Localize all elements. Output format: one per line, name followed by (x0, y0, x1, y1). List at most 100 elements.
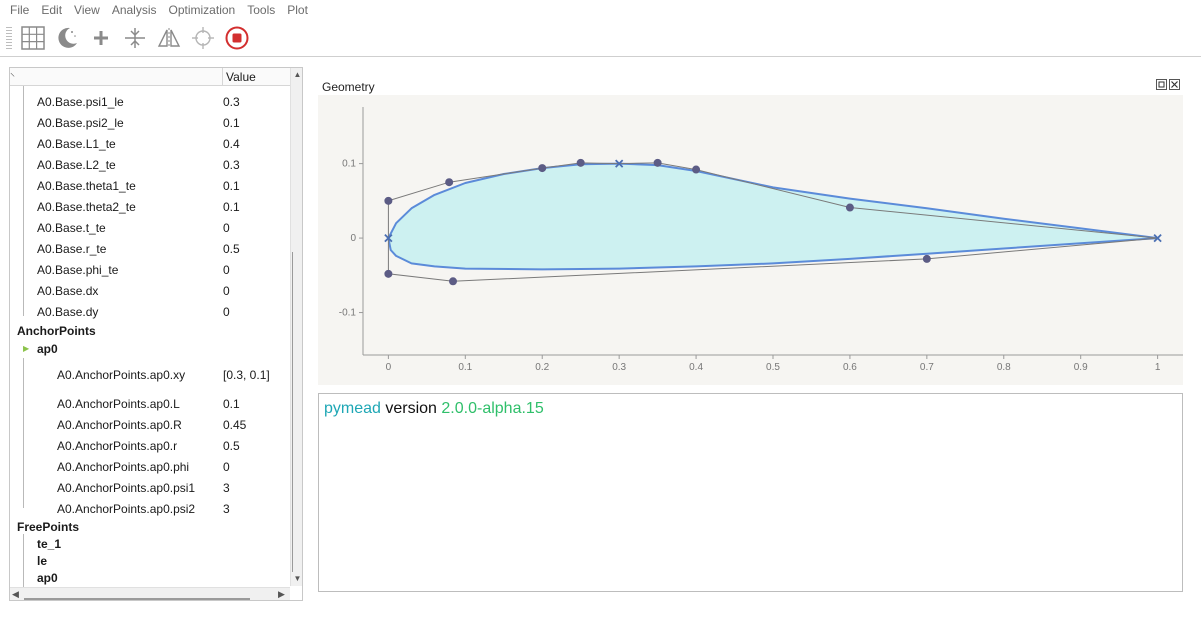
tree-param-row[interactable]: A0.AnchorPoints.ap0.R 0.45 (10, 415, 290, 435)
float-icon (1158, 81, 1165, 88)
scroll-left-icon[interactable]: ◀ (12, 589, 19, 599)
param-value[interactable]: 0.1 (223, 397, 240, 411)
param-value[interactable]: 0 (223, 305, 230, 319)
dark-mode-button[interactable] (54, 25, 80, 51)
control-point[interactable] (692, 165, 701, 174)
param-name: A0.AnchorPoints.ap0.psi2 (57, 502, 196, 516)
control-point[interactable] (576, 158, 585, 167)
tree-param-row[interactable]: A0.AnchorPoints.ap0.phi 0 (10, 457, 290, 477)
console-output[interactable]: pymead version 2.0.0-alpha.15 (318, 393, 1183, 592)
param-value[interactable]: 0 (223, 284, 230, 298)
tree-param-row[interactable]: A0.Base.theta1_te 0.1 (10, 176, 290, 196)
param-value[interactable]: 0.1 (223, 200, 240, 214)
menu-analysis[interactable]: Analysis (111, 3, 157, 17)
param-value[interactable]: 0.1 (223, 179, 240, 193)
anchor-point[interactable] (615, 159, 624, 168)
scroll-up-icon[interactable]: ▲ (293, 70, 302, 79)
menu-optimization[interactable]: Optimization (168, 3, 236, 17)
control-point[interactable] (653, 158, 662, 167)
control-point[interactable] (845, 203, 854, 212)
param-value[interactable]: [0.3, 0.1] (223, 368, 270, 382)
tree-param-row[interactable]: A0.Base.dx 0 (10, 281, 290, 301)
expand-arrow-icon[interactable]: ▶ (23, 344, 30, 353)
tree-param-row[interactable]: A0.Base.t_te 0 (10, 218, 290, 238)
param-value[interactable]: 0.4 (223, 137, 240, 151)
control-point[interactable] (449, 277, 457, 286)
param-value[interactable]: 0.3 (223, 158, 240, 172)
header-value[interactable]: Value (226, 70, 256, 84)
item-label: ap0 (37, 571, 58, 585)
tree-param-row[interactable]: A0.Base.psi1_le 0.3 (10, 92, 290, 112)
geometry-plot[interactable]: 0 0.1 0.2 0.3 0.4 0.5 0.6 0.7 0.8 0.9 1 0.1 0 -0.1 (318, 95, 1183, 385)
param-value[interactable]: 3 (223, 481, 230, 495)
control-point[interactable] (922, 254, 931, 263)
tree-param-row[interactable]: A0.Base.L2_te 0.3 (10, 155, 290, 175)
control-point[interactable] (384, 269, 393, 278)
close-dock-button[interactable] (1169, 79, 1180, 90)
tree-param-row[interactable]: A0.Base.L1_te 0.4 (10, 134, 290, 154)
column-separator[interactable] (222, 68, 223, 86)
airfoil-fill (388, 163, 1158, 270)
menu-edit[interactable]: Edit (41, 3, 63, 17)
add-icon (94, 31, 108, 45)
menu-file[interactable]: File (10, 3, 30, 17)
param-value[interactable]: 0.5 (223, 242, 240, 256)
stop-button[interactable] (224, 25, 250, 51)
scroll-thumb[interactable] (292, 252, 301, 572)
tree-param-row[interactable]: A0.Base.dy 0 (10, 302, 290, 322)
param-value[interactable]: 0.5 (223, 439, 240, 453)
tree-param-row[interactable]: A0.Base.phi_te 0 (10, 260, 290, 280)
tree-param-row[interactable]: A0.Base.theta2_te 0.1 (10, 197, 290, 217)
tree-param-row[interactable]: A0.AnchorPoints.ap0.r 0.5 (10, 436, 290, 456)
tree-param-row[interactable]: A0.AnchorPoints.ap0.psi2 3 (10, 499, 290, 519)
tree-param-row[interactable]: A0.AnchorPoints.ap0.psi1 3 (10, 478, 290, 498)
param-name: A0.AnchorPoints.ap0.xy (57, 368, 186, 382)
tree-param-row[interactable]: A0.AnchorPoints.ap0.xy [0.3, 0.1] (10, 365, 290, 385)
item-label: ap0 (37, 342, 58, 356)
scroll-thumb-h[interactable] (24, 598, 250, 600)
tree-horizontal-scrollbar[interactable]: ◀ ▶ (10, 587, 290, 600)
tree-param-row[interactable]: A0.Base.psi2_le 0.1 (10, 113, 290, 133)
x-tick-label: 0.8 (997, 362, 1011, 373)
group-label: AnchorPoints (17, 324, 96, 338)
param-name: A0.Base.t_te (37, 221, 106, 235)
param-name: A0.AnchorPoints.ap0.phi (57, 460, 190, 474)
tree-param-row[interactable]: A0.Base.r_te 0.5 (10, 239, 290, 259)
param-value[interactable]: 0 (223, 263, 230, 277)
param-value[interactable]: 0 (223, 460, 230, 474)
scroll-down-icon[interactable]: ▼ (293, 574, 302, 583)
menu-tools[interactable]: Tools (247, 3, 276, 17)
param-value[interactable]: 0 (223, 221, 230, 235)
control-point[interactable] (445, 178, 454, 187)
float-dock-button[interactable] (1156, 79, 1167, 90)
param-value[interactable]: 0.45 (223, 418, 247, 432)
param-name: A0.AnchorPoints.ap0.psi1 (57, 481, 196, 495)
grid-icon (21, 26, 45, 50)
menu-view[interactable]: View (74, 3, 100, 17)
param-name: A0.Base.theta1_te (37, 179, 136, 193)
mirror-button[interactable] (156, 25, 182, 51)
control-polygon-upper (387, 162, 1158, 239)
crosshair-button[interactable] (190, 25, 216, 51)
param-value[interactable]: 3 (223, 502, 230, 516)
y-tick-label: 0 (350, 233, 356, 244)
anchor-point[interactable] (384, 233, 393, 243)
scroll-right-icon[interactable]: ▶ (278, 589, 285, 599)
param-value[interactable]: 0.3 (223, 95, 240, 109)
control-point[interactable] (384, 196, 393, 205)
tree-param-row[interactable]: A0.AnchorPoints.ap0.L 0.1 (10, 394, 290, 414)
param-value[interactable]: 0.1 (223, 116, 240, 130)
grid-button[interactable] (20, 25, 46, 51)
toolbar-grip[interactable] (6, 27, 12, 49)
geometry-canvas[interactable]: 0 0.1 0.2 0.3 0.4 0.5 0.6 0.7 0.8 0.9 1 0.1 0 -0.1 (318, 95, 1183, 385)
param-name: A0.Base.L1_te (37, 137, 116, 151)
control-point[interactable] (538, 164, 547, 173)
tree-vertical-scrollbar[interactable]: ▲ ▼ (290, 68, 302, 586)
anchor-point[interactable] (1153, 233, 1162, 243)
snap-button[interactable] (122, 25, 148, 51)
airfoil-lower-surface (387, 237, 1158, 271)
parameter-tree[interactable]: ⸌ Value A0.Base.psi1_le 0.3 A0.Base.psi2_l… (9, 67, 303, 601)
add-button[interactable] (88, 25, 114, 51)
menu-plot[interactable]: Plot (287, 3, 308, 17)
x-tick-label: 0.3 (612, 362, 626, 373)
